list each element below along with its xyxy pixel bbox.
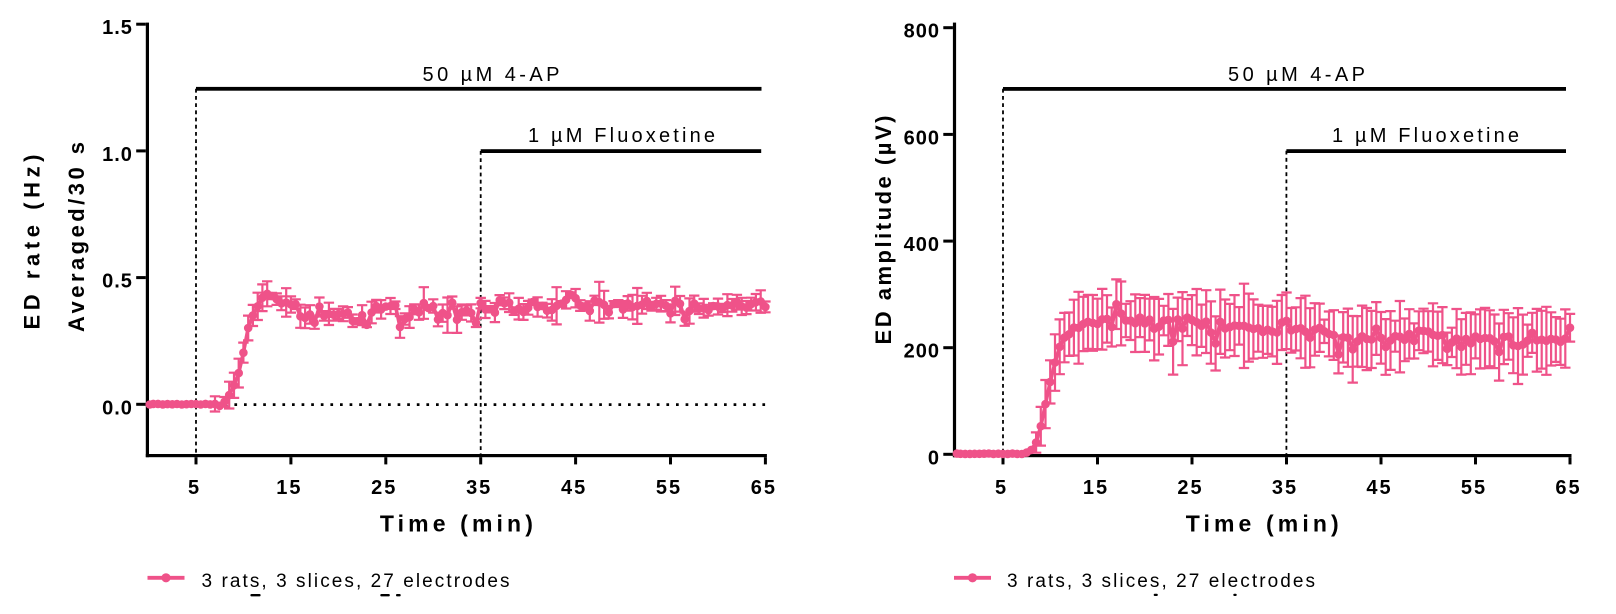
svg-text:15: 15 (1083, 477, 1109, 499)
svg-text:0.0: 0.0 (102, 397, 133, 419)
svg-text:45: 45 (561, 477, 587, 499)
svg-text:55: 55 (656, 477, 682, 499)
svg-text:50 µM 4-AP: 50 µM 4-AP (423, 64, 560, 86)
svg-text:ED rate (Hz): ED rate (Hz) (20, 155, 45, 330)
svg-text:3 rats, 3 slices, 27 electrode: 3 rats, 3 slices, 27 electrodes (1007, 571, 1315, 592)
svg-text:3 rats, 3 slices, 27 electrode: 3 rats, 3 slices, 27 electrodes (202, 571, 510, 592)
svg-text:0: 0 (928, 447, 940, 469)
svg-text:55: 55 (1461, 477, 1487, 499)
svg-text:400: 400 (904, 234, 940, 256)
svg-text:35: 35 (466, 477, 492, 499)
svg-text:600: 600 (904, 127, 940, 149)
svg-text:5: 5 (995, 477, 1008, 499)
svg-text:1 µM Fluoxetine: 1 µM Fluoxetine (1332, 125, 1519, 147)
svg-text:65: 65 (1555, 477, 1581, 499)
svg-text:35: 35 (1272, 477, 1298, 499)
svg-text:Averaged/30 s: Averaged/30 s (64, 142, 89, 332)
svg-text:5: 5 (188, 477, 201, 499)
svg-text:800: 800 (904, 21, 940, 43)
svg-text:25: 25 (1177, 477, 1203, 499)
svg-text:50 µM 4-AP: 50 µM 4-AP (1228, 64, 1365, 86)
svg-text:ED amplitude (µV): ED amplitude (µV) (871, 116, 896, 345)
svg-text:200: 200 (904, 341, 940, 363)
svg-text:25: 25 (371, 477, 397, 499)
svg-text:1 µM Fluoxetine: 1 µM Fluoxetine (528, 125, 715, 147)
svg-text:65: 65 (751, 477, 777, 499)
svg-text:1.0: 1.0 (102, 144, 133, 166)
svg-text:1.5: 1.5 (102, 17, 133, 39)
svg-text:15: 15 (276, 477, 302, 499)
svg-text:45: 45 (1366, 477, 1392, 499)
svg-text:0.5: 0.5 (102, 271, 133, 293)
